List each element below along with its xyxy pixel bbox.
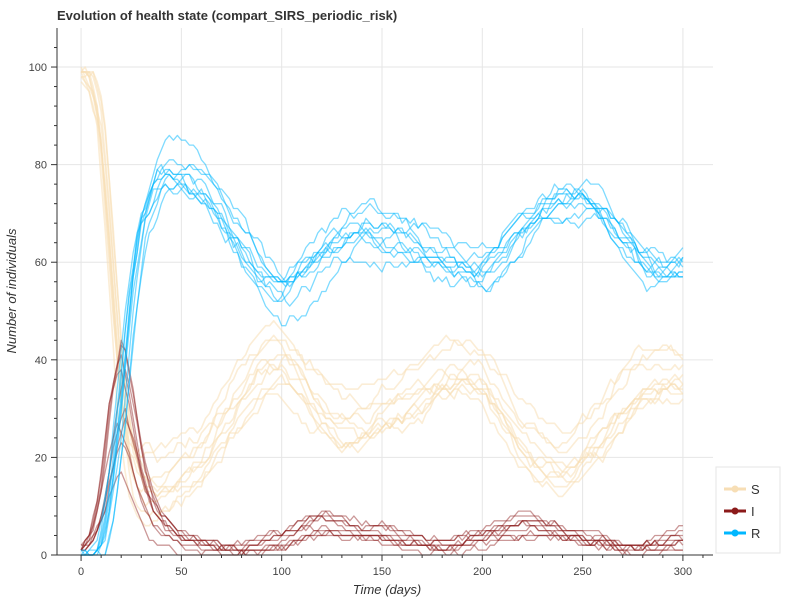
series-I-run-line <box>81 344 683 556</box>
y-tick-label: 0 <box>41 550 47 562</box>
series-I-run-line <box>80 354 683 551</box>
series-S-run-line <box>80 81 684 527</box>
x-ticks: 0 50 100 150 200 250 300 <box>78 555 704 578</box>
series-S-run-line <box>81 71 684 493</box>
series-I-run-line <box>80 339 683 551</box>
series-I-run-line <box>80 442 683 556</box>
legend-marker-R <box>731 529 739 537</box>
plot-area <box>57 28 713 555</box>
legend-label-S: S <box>751 482 760 497</box>
series-R-run-line <box>81 183 683 556</box>
grid <box>57 28 713 556</box>
series-I-run-line <box>81 368 683 556</box>
legend[interactable]: SIR <box>715 466 781 554</box>
series-S-run-line <box>81 71 684 454</box>
series-S-run-line <box>80 66 684 498</box>
y-tick-label: 40 <box>35 355 47 367</box>
series-R-run-line <box>81 173 683 556</box>
x-axis-title: Time (days) <box>353 582 422 597</box>
series-I-run-line <box>80 422 684 551</box>
x-tick-label: 300 <box>674 566 692 578</box>
x-tick-label: 50 <box>175 566 187 578</box>
series-layer <box>80 66 684 556</box>
series-R-run-line <box>81 168 684 556</box>
series-I-run-line <box>81 417 683 556</box>
chart-title: Evolution of health state (compart_SIRS_… <box>57 8 398 23</box>
legend-marker-S <box>731 485 739 493</box>
series-I-run-line <box>81 407 683 551</box>
x-tick-label: 0 <box>78 566 84 578</box>
y-tick-label: 60 <box>35 257 47 269</box>
series-S-run-line <box>81 71 684 483</box>
legend-label-R: R <box>751 526 760 541</box>
legend-label-I: I <box>751 504 755 519</box>
x-tick-label: 250 <box>573 566 591 578</box>
legend-marker-I <box>731 507 739 515</box>
y-axis-title: Number of individuals <box>4 228 19 354</box>
series-R-run-line <box>81 134 684 556</box>
series-R-run-line <box>81 173 684 556</box>
x-tick-label: 150 <box>373 566 391 578</box>
x-tick-label: 100 <box>273 566 291 578</box>
x-tick-label: 200 <box>473 566 491 578</box>
y-tick-label: 100 <box>29 62 47 74</box>
y-tick-label: 80 <box>35 160 47 172</box>
y-ticks: 0 20 40 60 80 100 <box>29 47 57 562</box>
series-I-run-line <box>80 368 684 556</box>
y-tick-label: 20 <box>35 452 47 464</box>
